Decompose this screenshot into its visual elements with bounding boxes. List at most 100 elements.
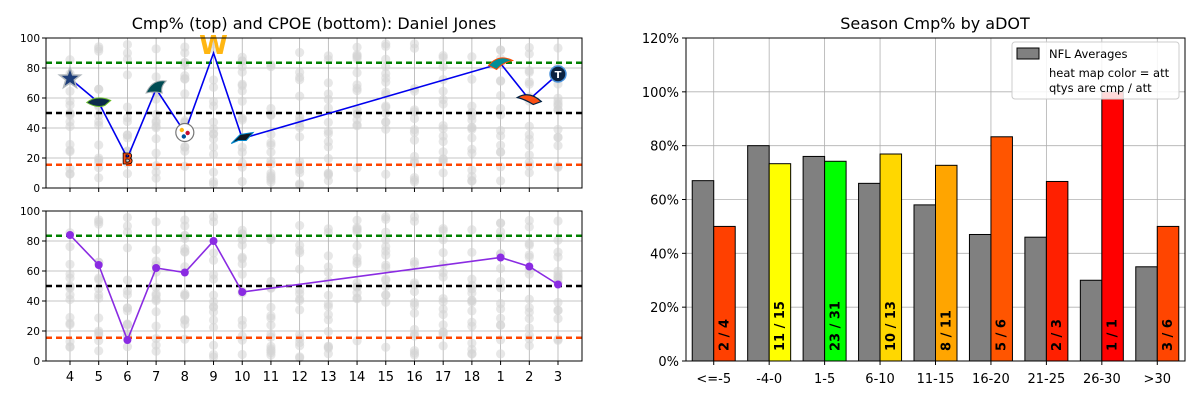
legend-entry: NFL Averages [1049, 47, 1128, 61]
background-league-dot [94, 44, 104, 54]
background-league-dot [323, 94, 333, 105]
x-tick-label: 4 [66, 370, 74, 385]
background-league-dot [122, 54, 133, 64]
background-league-dot [151, 307, 161, 317]
background-league-dot [381, 235, 391, 245]
background-league-dot [352, 241, 362, 251]
background-league-dot [524, 42, 534, 53]
background-league-dot [438, 293, 448, 304]
background-league-dot [151, 321, 161, 331]
x-tick-label: 6-10 [865, 372, 895, 387]
background-league-dot [266, 302, 276, 312]
background-league-dot [438, 259, 448, 269]
background-league-dot [438, 147, 448, 157]
data-point [238, 288, 247, 296]
x-tick-label: 17 [435, 370, 452, 385]
background-league-dot [467, 274, 477, 284]
data-point [94, 261, 103, 269]
background-league-dot [122, 275, 133, 285]
background-league-dot [237, 113, 247, 123]
background-league-dot [65, 259, 75, 269]
bar-value-label: 3 / 6 [1161, 319, 1176, 351]
background-league-dot [381, 297, 391, 307]
background-league-dot [237, 235, 247, 245]
background-league-dot [467, 306, 477, 316]
background-league-dot [495, 140, 506, 150]
commanders-w-icon: W [199, 31, 228, 61]
background-league-dot [94, 293, 104, 303]
background-league-dot [295, 47, 305, 58]
background-league-dot [122, 319, 133, 329]
background-league-dot [208, 212, 219, 222]
background-league-dot [122, 342, 133, 352]
background-league-dot [495, 276, 506, 287]
background-league-dot [323, 137, 333, 147]
background-league-dot [65, 312, 75, 323]
x-tick-label: 6 [123, 370, 131, 385]
background-league-dot [381, 117, 391, 127]
background-league-dot [180, 89, 190, 99]
y-tick-label: 60 [27, 266, 40, 278]
background-league-dot [323, 176, 333, 186]
x-tick-label: 7 [152, 370, 160, 385]
background-league-dot [352, 80, 362, 90]
background-league-dot [180, 73, 190, 84]
background-league-dot [323, 299, 333, 309]
background-league-dot [180, 334, 190, 344]
x-tick-label: 16-20 [972, 372, 1010, 387]
background-league-dot [524, 49, 534, 59]
background-league-dot [381, 77, 391, 87]
background-league-dot [409, 324, 420, 335]
background-league-dot [352, 253, 362, 263]
background-league-dot [266, 147, 276, 157]
background-league-dot [237, 320, 247, 330]
background-league-dot [524, 67, 534, 77]
x-tick-label: 9 [209, 370, 217, 385]
background-league-dot [553, 141, 563, 151]
background-league-dot [352, 121, 362, 131]
background-league-dot [180, 48, 190, 58]
bar-value-label: 10 / 13 [884, 301, 899, 351]
background-league-dot [381, 87, 391, 97]
top-cmp-plot: B W T 0 20 40 60 80 100 [20, 31, 583, 195]
background-league-dot [381, 250, 391, 260]
y-tick-label: 0% [658, 355, 679, 370]
bird-shape [85, 97, 112, 107]
star-shape [57, 65, 83, 90]
background-league-dot [295, 179, 305, 189]
y-tick-label: 20 [27, 326, 40, 338]
nfl-average-bar [747, 145, 770, 362]
background-league-dot [208, 129, 219, 139]
x-tick-label: 1-5 [814, 372, 835, 387]
background-league-dot [524, 323, 534, 333]
background-league-dot [180, 57, 190, 67]
background-league-dot [495, 218, 506, 228]
data-point [525, 262, 534, 271]
background-league-dot [266, 138, 276, 148]
background-league-dot [122, 303, 133, 313]
background-league-dot [381, 62, 391, 72]
background-league-dot [323, 251, 333, 261]
background-league-dot [65, 146, 75, 157]
badge-circle [175, 122, 195, 143]
background-league-dot [266, 320, 276, 330]
background-league-dot [180, 314, 190, 325]
background-league-dot [438, 320, 448, 330]
dolphins-icon [487, 57, 515, 71]
background-league-dot [495, 263, 506, 274]
background-league-dot [381, 108, 391, 119]
nfl-average-bar [913, 204, 936, 362]
background-league-dot [524, 215, 534, 226]
y-tick-label: 60% [650, 194, 679, 209]
background-league-dot [495, 313, 506, 323]
background-league-dot [122, 70, 133, 80]
background-league-dot [208, 39, 219, 49]
background-league-dot [524, 341, 534, 351]
data-point [554, 280, 562, 289]
hypocycloid [181, 134, 187, 139]
background-league-dot [65, 139, 75, 150]
background-league-dot [266, 344, 276, 354]
background-league-dot [295, 305, 305, 315]
legend-note: heat map color = att [1049, 66, 1170, 80]
